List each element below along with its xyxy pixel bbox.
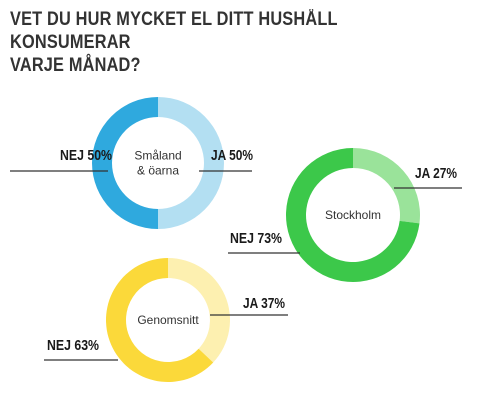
center-label: Stockholm xyxy=(325,208,381,222)
nej-data-label: NEJ 73% xyxy=(230,230,282,247)
slice-ja xyxy=(168,258,230,363)
center-label: & öarna xyxy=(137,164,179,178)
slice-nej xyxy=(286,148,420,282)
slice-ja xyxy=(353,148,420,224)
nej-data-label: NEJ 63% xyxy=(47,337,99,354)
title-line-1: VET DU HUR MYCKET EL DITT HUSHÅLL KONSUM… xyxy=(10,9,338,53)
ja-data-label: JA 27% xyxy=(415,165,457,182)
slice-nej xyxy=(92,97,158,229)
donut-chart: Småland& öarna JA 50% NEJ 50% xyxy=(10,97,253,229)
title-line-2: VARJE MÅNAD? xyxy=(10,55,141,76)
slice-ja xyxy=(158,97,224,229)
center-label: Småland xyxy=(134,149,181,163)
slice-nej xyxy=(105,258,214,382)
infographic-title: VET DU HUR MYCKET EL DITT HUSHÅLL KONSUM… xyxy=(10,8,406,77)
donut-chart: Genomsnitt JA 37% NEJ 63% xyxy=(44,258,288,382)
ja-data-label: JA 37% xyxy=(243,295,285,312)
donut-chart: Stockholm JA 27% NEJ 73% xyxy=(228,148,462,282)
ja-data-label: JA 50% xyxy=(211,147,253,164)
nej-data-label: NEJ 50% xyxy=(60,147,112,164)
center-label: Genomsnitt xyxy=(137,313,199,327)
